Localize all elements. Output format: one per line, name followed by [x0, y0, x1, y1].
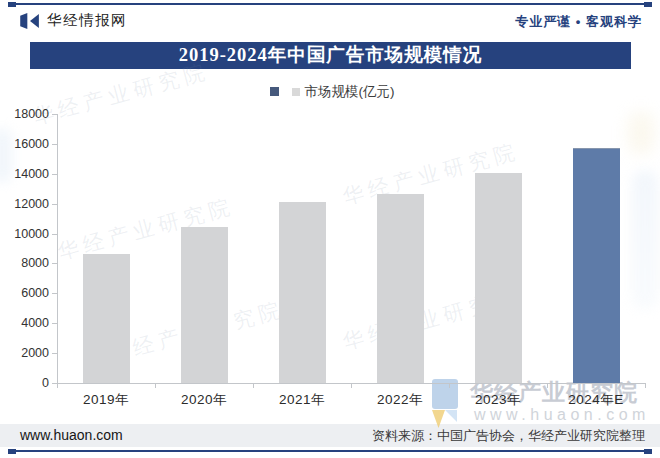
x-axis-tick	[253, 383, 254, 388]
x-axis-tick	[547, 383, 548, 388]
x-axis-tick	[155, 383, 156, 388]
y-axis-label: 14000	[0, 167, 49, 181]
bar	[279, 202, 326, 383]
x-axis-tick	[449, 383, 450, 388]
bar	[181, 227, 228, 383]
y-axis-label: 8000	[0, 256, 49, 270]
y-axis-label: 0	[0, 376, 49, 390]
bar	[83, 254, 130, 383]
y-axis-line	[57, 114, 58, 383]
y-axis-label: 10000	[0, 227, 49, 241]
x-axis-label: 2020年	[159, 391, 249, 409]
y-axis-label: 4000	[0, 316, 49, 330]
bar	[573, 148, 620, 383]
y-axis-tick	[52, 234, 57, 235]
x-axis-label: 2019年	[61, 391, 151, 409]
y-axis-tick	[52, 293, 57, 294]
x-axis-label: 2022年	[355, 391, 445, 409]
x-axis-tick	[57, 383, 58, 388]
y-axis-tick	[52, 174, 57, 175]
x-axis-label: 2023年	[453, 391, 543, 409]
y-axis-label: 12000	[0, 197, 49, 211]
x-axis-label: 2024年E	[551, 391, 641, 409]
y-axis-label: 18000	[0, 107, 49, 121]
bar-chart: 0 2000 4000 6000 8000 10000 12000 14000 16000 180…	[0, 0, 660, 458]
bar	[475, 173, 522, 383]
bar	[377, 194, 424, 383]
y-axis-tick	[52, 204, 57, 205]
y-axis-tick	[52, 114, 57, 115]
y-axis-tick	[52, 353, 57, 354]
y-axis-label: 2000	[0, 346, 49, 360]
x-axis-label: 2021年	[257, 391, 347, 409]
x-axis-tick	[351, 383, 352, 388]
y-axis-label: 16000	[0, 137, 49, 151]
x-axis-tick	[645, 383, 646, 388]
y-axis-tick	[52, 263, 57, 264]
y-axis-tick	[52, 323, 57, 324]
y-axis-tick	[52, 144, 57, 145]
y-axis-label: 6000	[0, 286, 49, 300]
